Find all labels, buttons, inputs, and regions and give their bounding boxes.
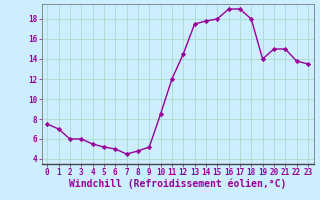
X-axis label: Windchill (Refroidissement éolien,°C): Windchill (Refroidissement éolien,°C) xyxy=(69,179,286,189)
